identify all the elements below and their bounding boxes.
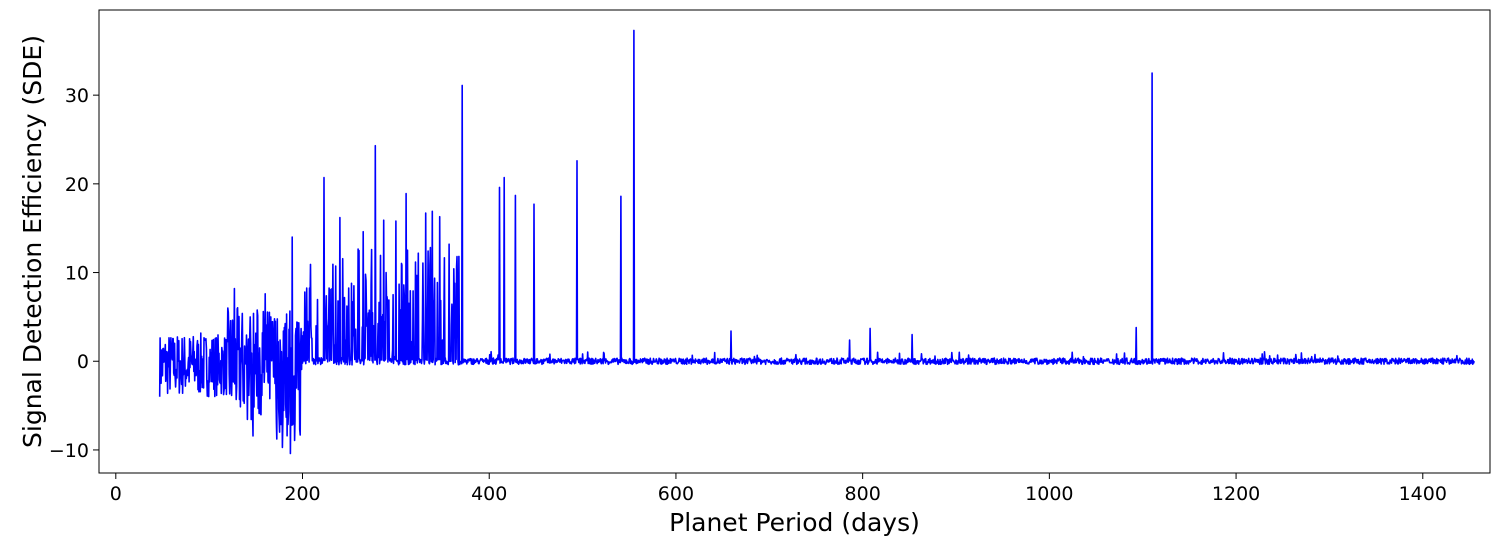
x-tick-label: 1200 xyxy=(1212,483,1260,505)
x-axis-label: Planet Period (days) xyxy=(669,508,920,537)
x-tick-label: 600 xyxy=(658,483,694,505)
y-tick-label: 20 xyxy=(65,174,89,196)
tick-layer: 0 200 400 600 800 1000 1200 1400 −10 0 10 20 30 xyxy=(49,85,1447,505)
x-tick-label: 1000 xyxy=(1025,483,1073,505)
x-tick-label: 1400 xyxy=(1399,483,1447,505)
sde-series-line xyxy=(158,29,1475,455)
y-tick-label: 10 xyxy=(65,263,89,285)
y-tick-label: −10 xyxy=(49,440,89,462)
x-tick-label: 0 xyxy=(110,483,122,505)
y-axis-label: Signal Detection Efficiency (SDE) xyxy=(18,35,47,448)
plot-layer xyxy=(158,29,1475,455)
y-tick-label: 30 xyxy=(65,85,89,107)
x-tick-label: 800 xyxy=(845,483,881,505)
x-tick-label: 400 xyxy=(471,483,507,505)
plot-frame xyxy=(98,9,1491,474)
x-tick-label: 200 xyxy=(284,483,320,505)
y-tick-label: 0 xyxy=(77,351,89,373)
